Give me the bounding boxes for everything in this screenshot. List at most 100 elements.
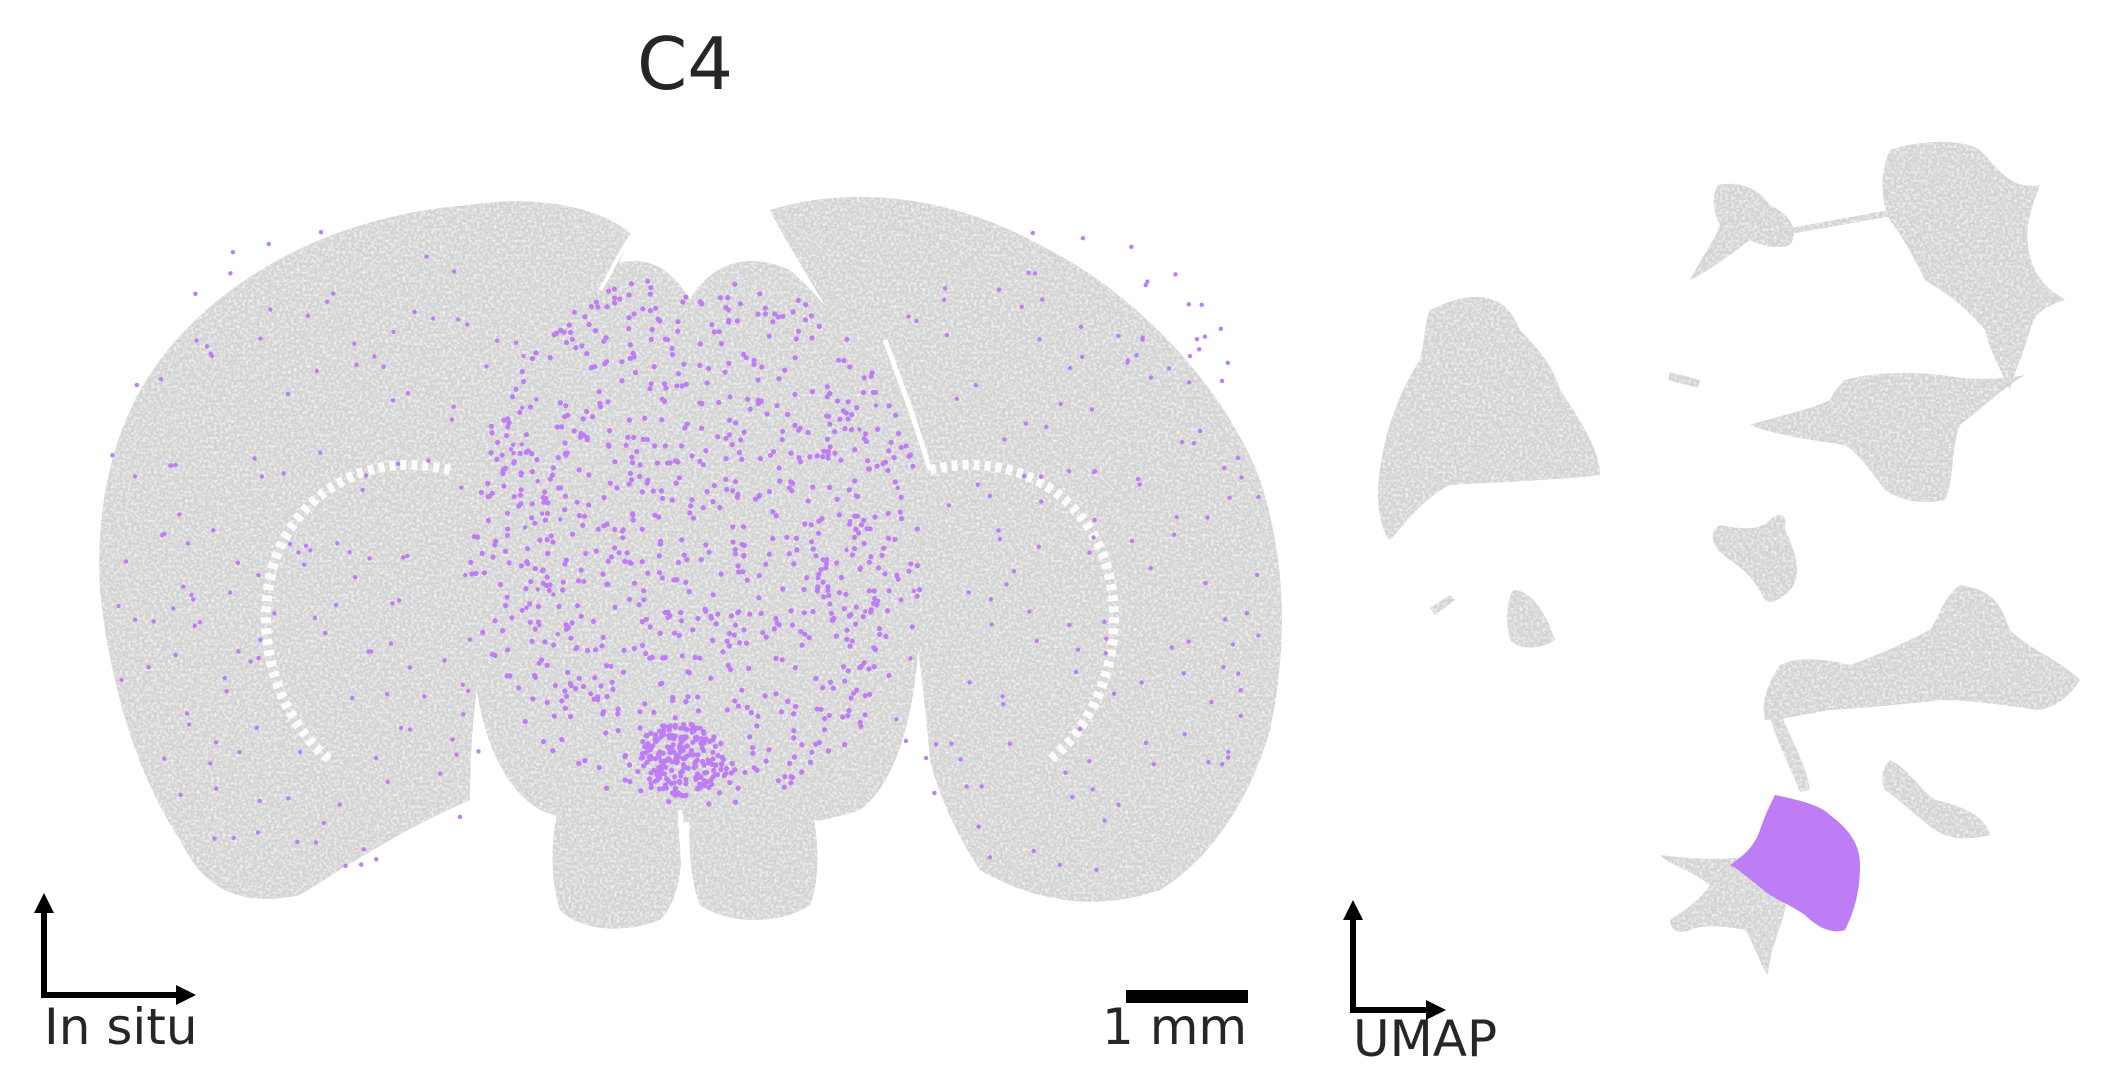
highlighted-cell [684,421,690,427]
highlighted-cell [518,501,524,507]
highlighted-cell [740,569,746,575]
highlighted-cell [517,492,524,498]
highlighted-cell [678,610,684,616]
highlighted-cell [793,336,799,342]
highlighted-cell [537,537,543,543]
highlighted-cell [651,709,657,716]
highlighted-cell [792,355,798,361]
highlighted-cell [851,546,858,552]
highlighted-cell [1134,353,1139,358]
highlighted-cell [699,745,705,751]
highlighted-cell [1225,749,1231,755]
highlighted-cell [721,773,727,779]
highlighted-cell [476,749,481,754]
highlighted-cell [506,560,512,566]
highlighted-cell [648,784,654,791]
highlighted-cell [989,622,994,627]
highlighted-cell [644,744,651,750]
highlighted-cell [539,511,545,516]
highlighted-cell [604,521,610,527]
highlighted-cell [518,563,525,569]
highlighted-cell [545,500,551,506]
highlighted-cell [1171,532,1177,537]
highlighted-cell [252,456,257,461]
highlighted-cell [568,713,574,720]
highlighted-cell [854,687,860,693]
highlighted-cell [1007,741,1013,746]
highlighted-cell [595,304,601,310]
highlighted-cell [368,649,374,654]
highlighted-cell [731,632,737,638]
highlighted-cell [656,553,663,559]
highlighted-cell [1066,468,1072,474]
highlighted-cell [626,326,632,332]
highlighted-cell [490,554,496,560]
highlighted-cell [883,633,889,640]
highlighted-cell [847,518,853,524]
highlighted-cell [612,459,618,465]
highlighted-cell [562,450,568,457]
highlighted-cell [1140,335,1145,340]
highlighted-cell [662,758,668,764]
highlighted-cell [763,561,769,567]
highlighted-cell [827,444,833,450]
highlighted-cell [843,591,849,597]
highlighted-cell [755,377,761,383]
highlighted-cell [598,683,604,689]
highlighted-cell [820,557,826,563]
highlighted-cell [914,563,921,569]
highlighted-cell [758,610,764,617]
highlighted-cell [886,403,892,409]
highlighted-cell [391,329,396,335]
highlighted-cell [630,350,636,356]
highlighted-cell [559,698,565,704]
highlighted-cell [666,799,672,805]
highlighted-cell [312,615,318,621]
highlighted-cell [1000,694,1005,699]
highlighted-cell [677,779,683,786]
highlighted-cell [608,663,614,669]
highlighted-cell [647,291,653,297]
highlighted-cell [532,520,538,526]
highlighted-cell [773,691,779,697]
highlighted-cell [628,477,635,483]
highlighted-cell [727,780,733,786]
highlighted-cell [333,602,339,608]
highlighted-cell [635,769,641,775]
highlighted-cell [189,592,194,598]
highlighted-cell [1225,360,1231,365]
highlighted-cell [818,706,824,712]
highlighted-cell [770,319,776,325]
highlighted-cell [916,587,923,593]
highlighted-cell [593,299,599,305]
highlighted-cell [352,341,357,346]
highlighted-cell [724,638,730,644]
highlighted-cell [647,776,653,782]
highlighted-cells-umap [1730,795,1860,932]
highlighted-cell [622,558,628,565]
highlighted-cell [475,534,481,540]
highlighted-cell [173,652,178,658]
highlighted-cell [580,522,586,529]
highlighted-cell [297,749,303,755]
highlighted-cell [381,364,386,369]
highlighted-cell [596,765,602,771]
highlighted-cell [1094,867,1099,872]
highlighted-cell [614,485,620,491]
highlighted-cell [803,302,809,308]
highlighted-cell [888,439,894,446]
highlighted-cell [667,750,673,756]
highlighted-cell [686,670,693,676]
highlighted-cell [711,767,717,773]
highlighted-cell [208,761,213,766]
highlighted-cell [946,503,952,508]
highlighted-cell [861,375,867,381]
highlighted-cell [704,489,710,495]
highlighted-cell [827,484,833,490]
highlighted-cell [615,728,621,734]
highlighted-cell [132,617,138,622]
highlighted-cell [684,743,690,749]
highlighted-cell [853,604,859,610]
highlighted-cell [412,309,417,315]
highlighted-cell [335,541,340,546]
